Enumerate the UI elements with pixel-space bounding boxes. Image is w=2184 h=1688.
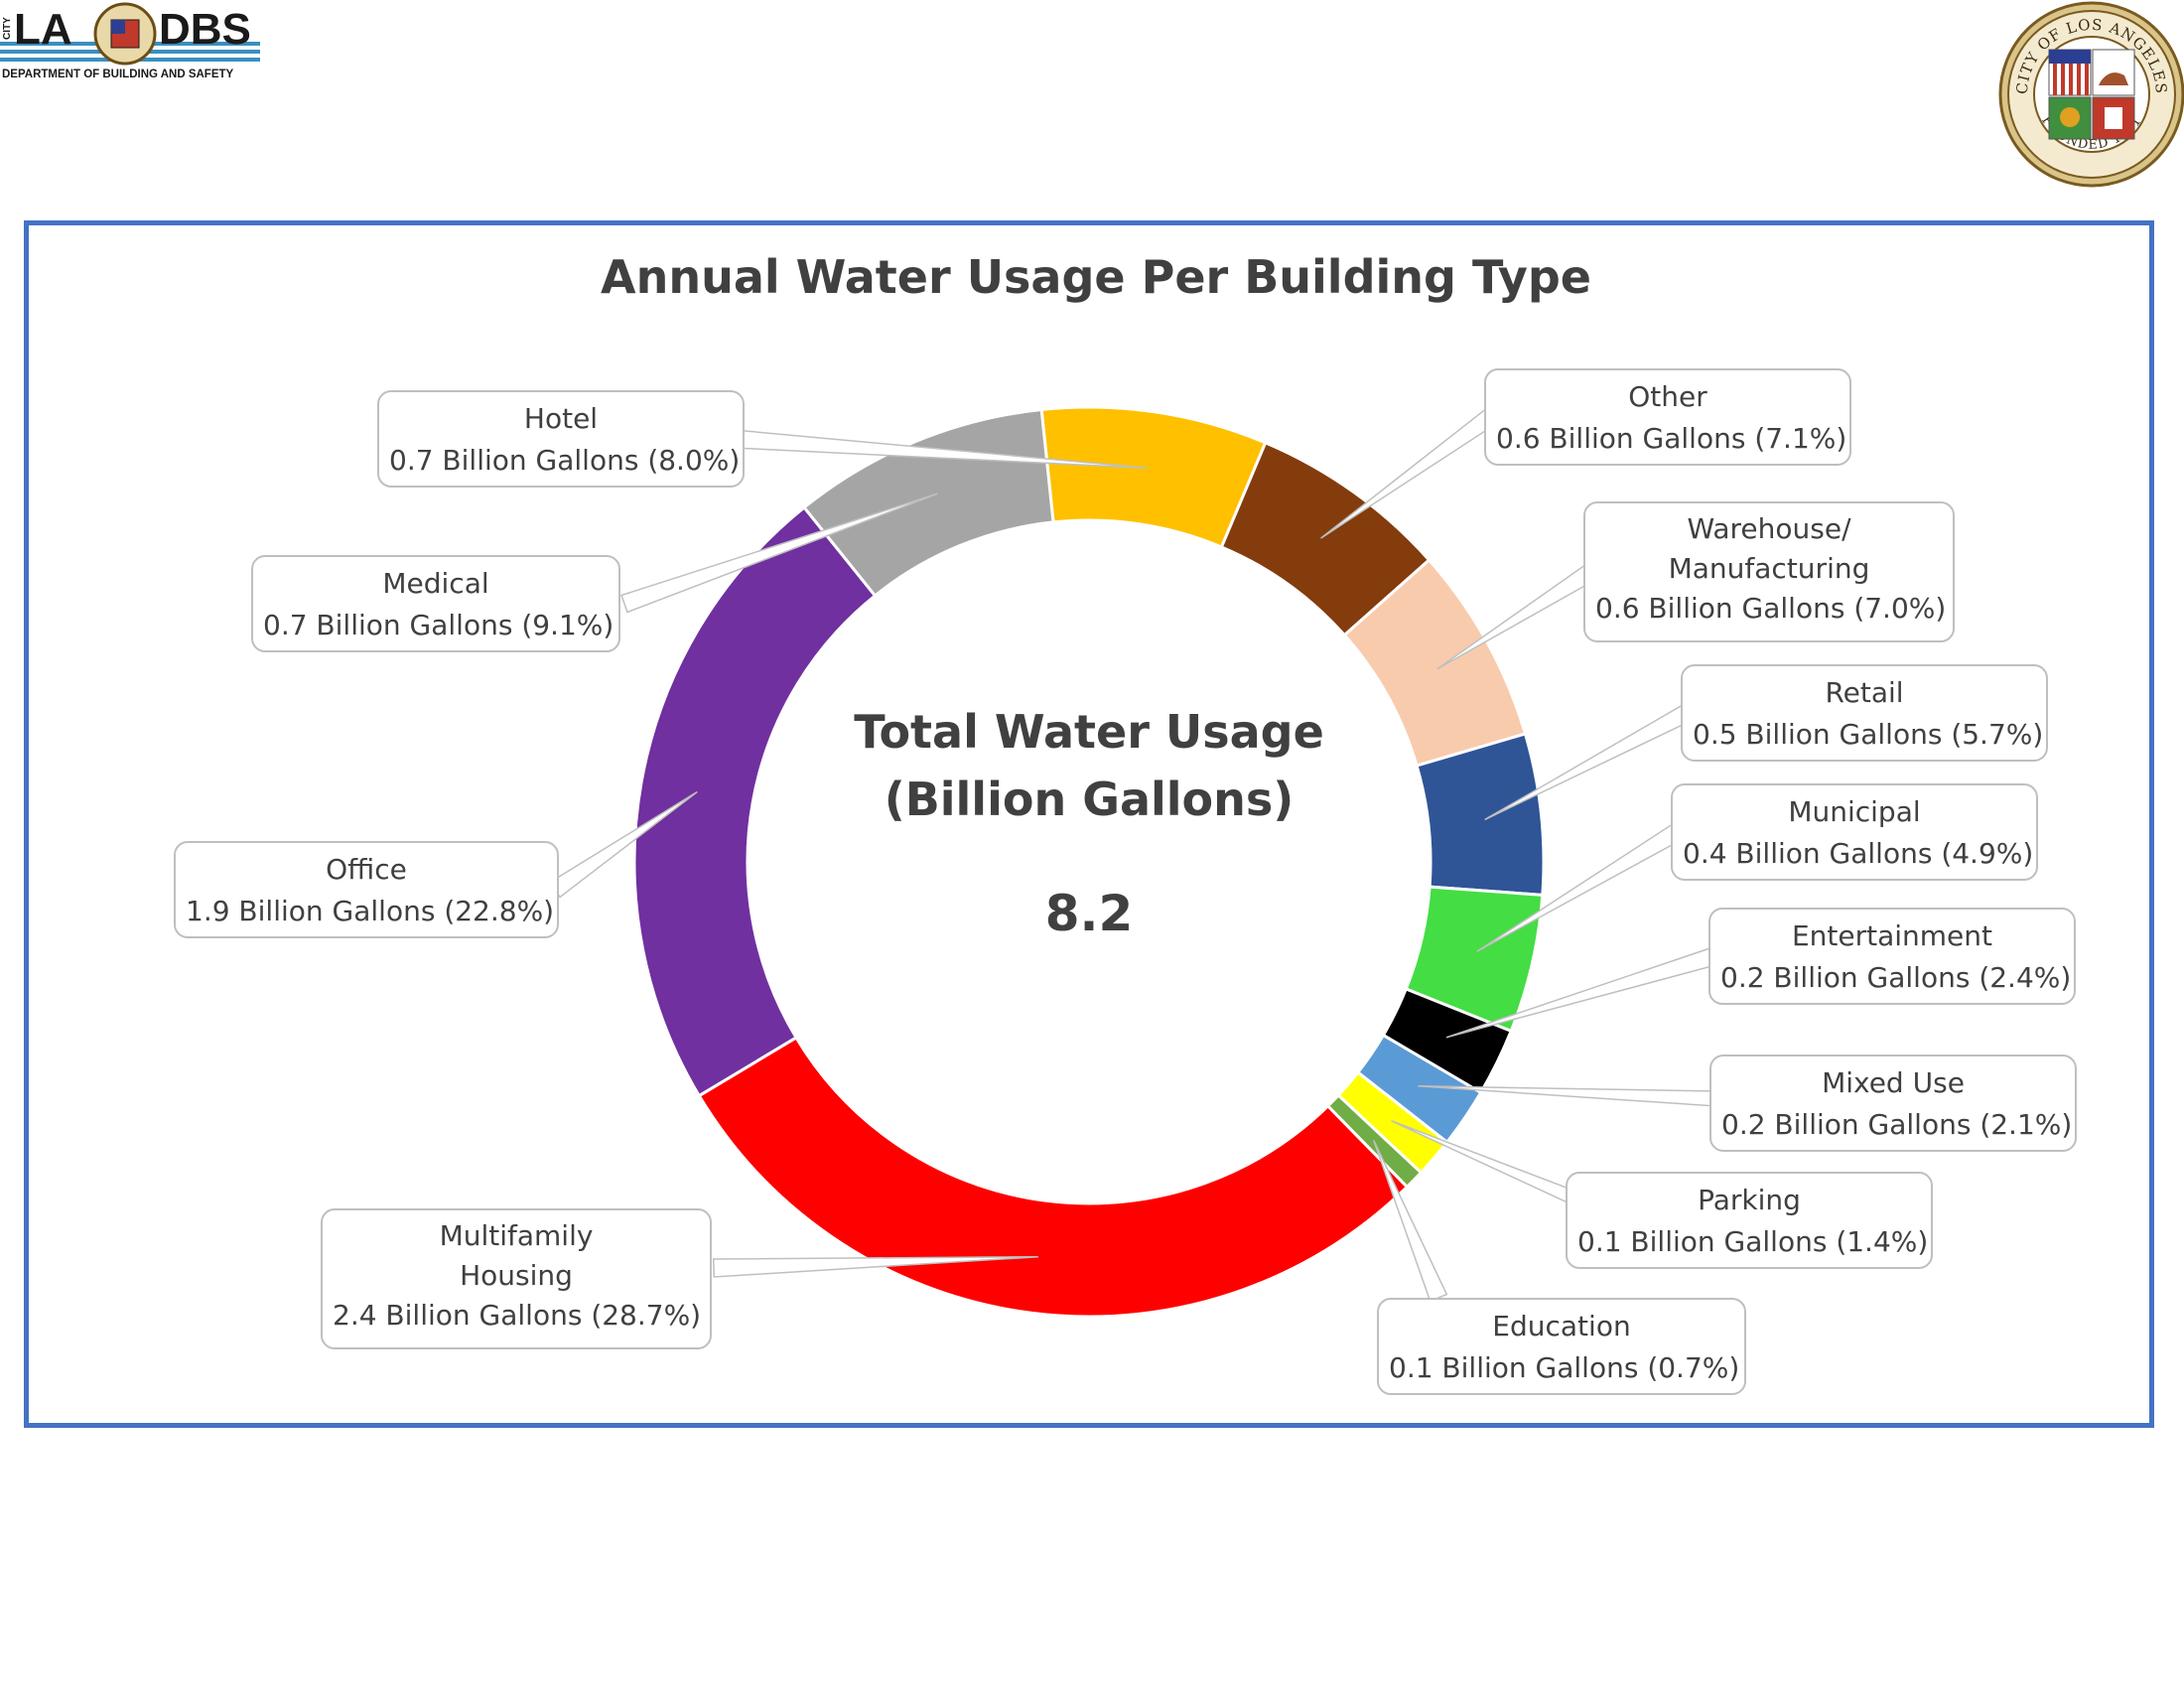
callout-name: Office [326, 853, 407, 886]
callout-name: Warehouse/ [1687, 512, 1851, 545]
callout-value: 0.6 Billion Gallons (7.1%) [1496, 422, 1847, 455]
callout-name: Manufacturing [1668, 552, 1870, 585]
callout-municipal: Municipal 0.4 Billion Gallons (4.9%) [1671, 783, 2038, 881]
callout-value: 0.7 Billion Gallons (8.0%) [389, 444, 741, 477]
callout-value: 0.7 Billion Gallons (9.1%) [263, 609, 614, 641]
callout-name: Municipal [1788, 795, 1921, 828]
callout-name: Medical [382, 567, 489, 600]
chart-title: Annual Water Usage Per Building Type [601, 250, 1591, 304]
leader-medical [620, 492, 938, 614]
callout-other: Other 0.6 Billion Gallons (7.1%) [1484, 368, 1851, 466]
donut-chart: Annual Water Usage Per Building Type Tot… [548, 250, 1778, 1319]
slice-multifamily-housing [697, 1035, 1410, 1319]
callout-multifamily-housing: Multifamily Housing 2.4 Billion Gallons … [321, 1208, 712, 1349]
callout-name: Hotel [523, 402, 599, 435]
logo-department: DEPARTMENT OF BUILDING AND SAFETY [2, 69, 234, 80]
callout-name: Housing [460, 1259, 573, 1292]
logo-wordmark-right: DBS [159, 5, 251, 54]
callout-hotel: Hotel 0.7 Billion Gallons (8.0%) [377, 390, 745, 488]
logo-city-label: CITY [2, 17, 13, 40]
callout-value: 2.4 Billion Gallons (28.7%) [333, 1299, 702, 1332]
callout-name: Retail [1825, 676, 1904, 709]
callout-value: 0.1 Billion Gallons (1.4%) [1577, 1225, 1929, 1258]
callout-medical: Medical 0.7 Billion Gallons (9.1%) [251, 555, 620, 652]
leader-other [1320, 408, 1497, 539]
callout-entertainment: Entertainment 0.2 Billion Gallons (2.4%) [1708, 908, 2076, 1005]
callout-name: Multifamily [439, 1219, 594, 1252]
callout-name: Other [1628, 380, 1707, 413]
chart-frame: Annual Water Usage Per Building Type Tot… [24, 220, 2154, 1428]
callout-value: 1.9 Billion Gallons (22.8%) [186, 895, 555, 927]
callout-office: Office 1.9 Billion Gallons (22.8%) [174, 841, 559, 938]
callout-value: 0.2 Billion Gallons (2.4%) [1720, 961, 2072, 994]
city-seal-icon: CITY OF LOS ANGELES FOUNDED 1781 [1998, 1, 2184, 188]
callout-name: Mixed Use [1822, 1066, 1965, 1099]
callout-mixed-use: Mixed Use 0.2 Billion Gallons (2.1%) [1709, 1055, 2077, 1152]
callout-name: Entertainment [1791, 919, 1993, 952]
callout-value: 0.5 Billion Gallons (5.7%) [1693, 718, 2044, 751]
center-label-line1: Total Water Usage [854, 705, 1324, 759]
callout-value: 0.6 Billion Gallons (7.0%) [1595, 592, 1947, 625]
callout-retail: Retail 0.5 Billion Gallons (5.7%) [1681, 664, 2048, 762]
callout-value: 0.2 Billion Gallons (2.1%) [1721, 1108, 2073, 1141]
leader-multifamily-housing [712, 1255, 1038, 1278]
callout-parking: Parking 0.1 Billion Gallons (1.4%) [1566, 1172, 1933, 1269]
callout-name: Parking [1698, 1184, 1801, 1216]
center-total-value: 8.2 [1045, 885, 1134, 942]
center-label-line2: (Billion Gallons) [885, 773, 1295, 826]
slice-office [632, 504, 878, 1098]
callout-education: Education 0.1 Billion Gallons (0.7%) [1377, 1298, 1746, 1395]
callout-value: 0.1 Billion Gallons (0.7%) [1389, 1351, 1740, 1384]
callout-warehouse-manufacturing: Warehouse/ Manufacturing 0.6 Billion Gal… [1583, 501, 1955, 642]
donut-slices [632, 405, 1546, 1319]
ladbs-logo: CITY LA DBS DEPARTMENT OF BUILDING AND S… [0, 2, 260, 80]
callout-value: 0.4 Billion Gallons (4.9%) [1683, 837, 2034, 870]
callout-name: Education [1492, 1310, 1631, 1342]
logo-wordmark-left: LA [14, 5, 72, 54]
